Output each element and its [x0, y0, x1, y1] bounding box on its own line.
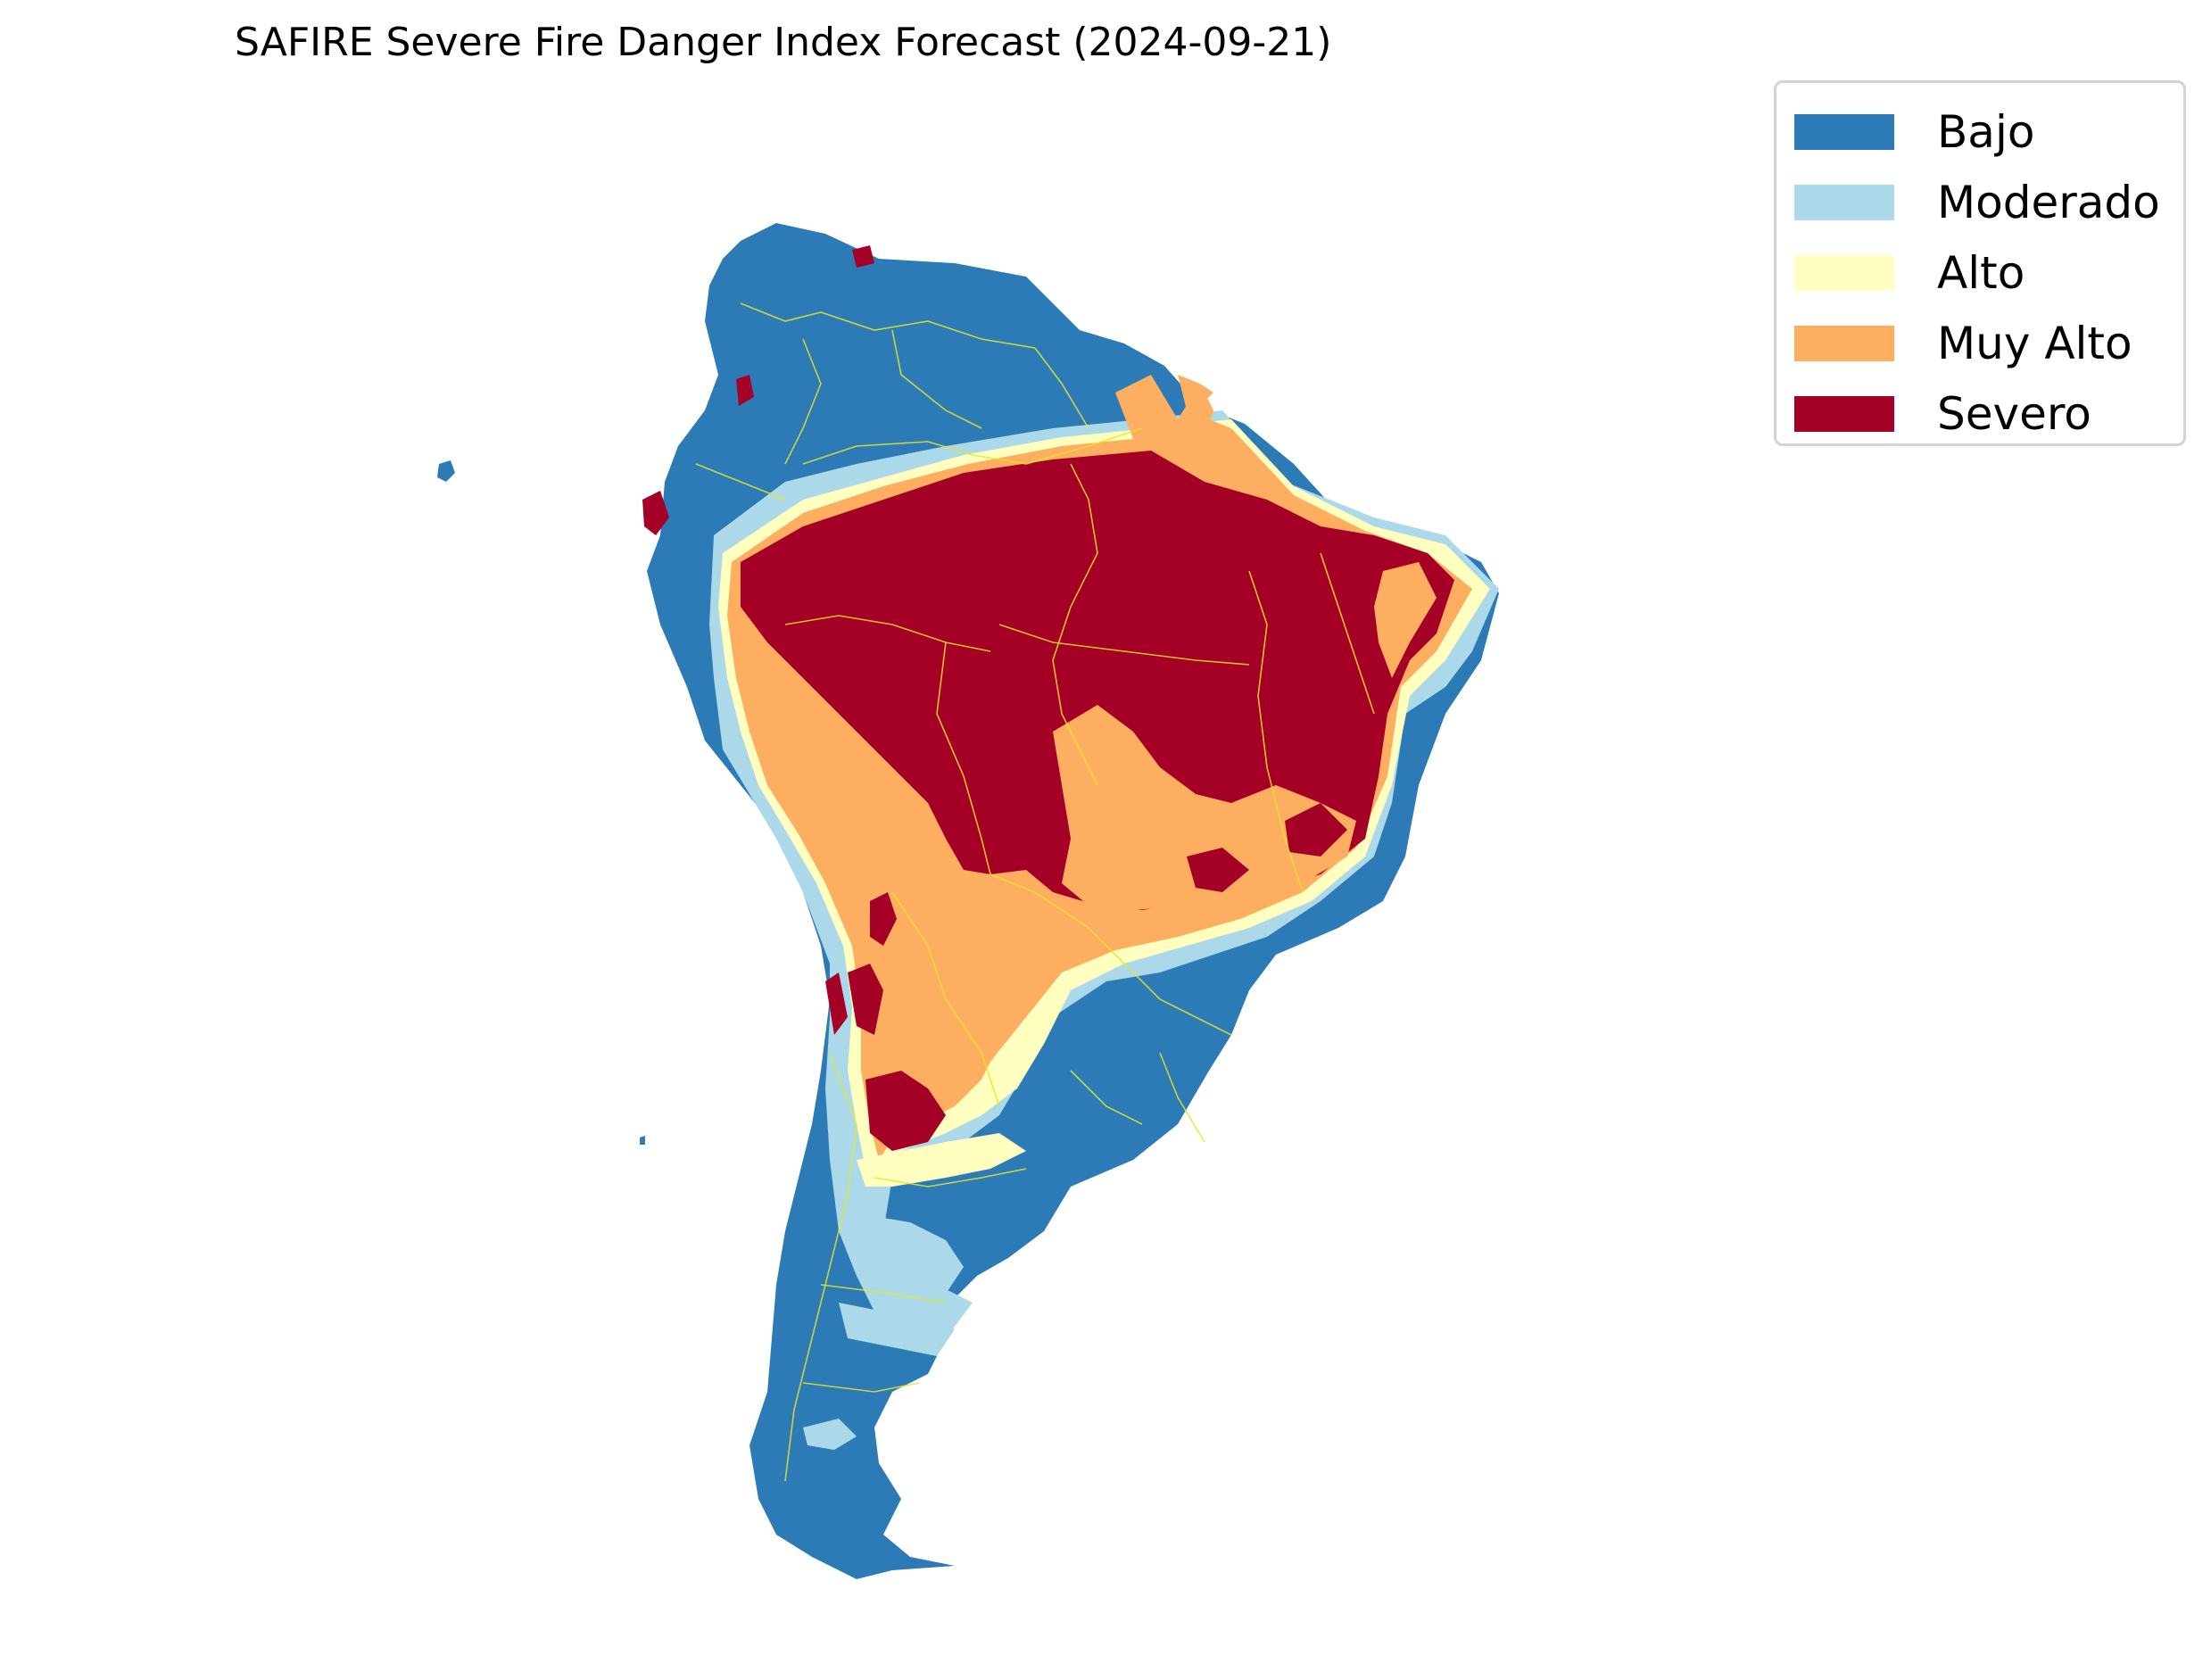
severo-ecuador-patch — [642, 491, 669, 535]
legend-label-alto: Alto — [1937, 247, 2025, 299]
legend-item-alto: Alto — [1794, 246, 2178, 300]
legend-item-muy-alto: Muy Alto — [1794, 317, 2178, 370]
legend-label-muy-alto: Muy Alto — [1937, 318, 2132, 369]
moderado-patagonia-band-2 — [839, 1303, 955, 1356]
severo-venezuela-patch — [852, 245, 874, 268]
legend-swatch-moderado — [1794, 185, 1894, 220]
severo-central-patch-3 — [870, 892, 897, 946]
severo-patch-south-2 — [1285, 803, 1347, 857]
moderado-patagonia-patch — [803, 1419, 857, 1450]
legend-label-severo: Severo — [1937, 388, 2091, 440]
severo-patch-south-1 — [1187, 848, 1249, 892]
legend-item-bajo: Bajo — [1794, 105, 2178, 159]
severo-andes-patch — [825, 972, 848, 1035]
falkland-island-speck — [640, 1136, 645, 1145]
legend-label-moderado: Moderado — [1937, 177, 2160, 228]
legend-swatch-severo — [1794, 396, 1894, 432]
severo-colombia-patch — [736, 375, 754, 406]
map-title: SAFIRE Severe Fire Danger Index Forecast… — [235, 20, 1332, 65]
muy-alto-intrusion-east — [1374, 562, 1437, 678]
legend-swatch-bajo — [1794, 114, 1894, 150]
galapagos-islands — [437, 460, 455, 482]
legend-item-moderado: Moderado — [1794, 176, 2178, 229]
administrative-boundaries — [695, 302, 1375, 1482]
legend-swatch-muy-alto — [1794, 326, 1894, 361]
moderado-patagonia-band — [857, 1213, 964, 1294]
severo-central-patch-2 — [848, 964, 883, 1035]
muy-alto-north-patch — [1115, 375, 1213, 473]
legend-label-bajo: Bajo — [1937, 106, 2035, 158]
muy-alto-intrusion-south — [1053, 705, 1356, 910]
legend-item-severo: Severo — [1794, 387, 2178, 441]
legend-swatch-alto — [1794, 255, 1894, 291]
legend: Bajo Moderado Alto Muy Alto Severo — [1774, 80, 2186, 446]
alto-south-strip — [857, 1133, 1026, 1187]
severo-central-patch-1 — [865, 1071, 946, 1151]
